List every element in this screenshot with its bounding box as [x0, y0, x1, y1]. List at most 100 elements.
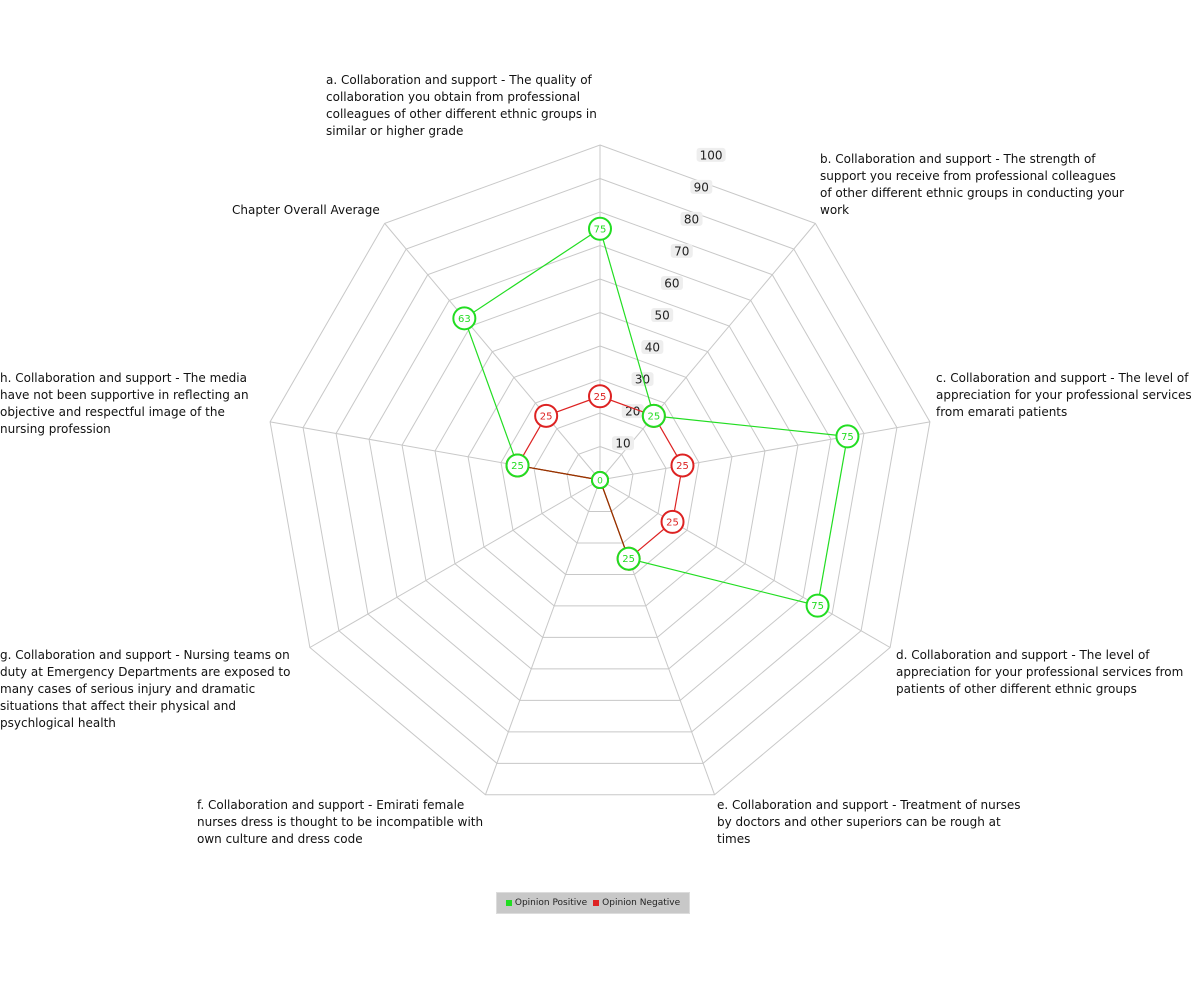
grid-ring-70: [368, 244, 832, 701]
tick-label-60: 60: [660, 275, 683, 290]
series-segment: [653, 415, 848, 437]
tick-label-bg: [611, 436, 634, 451]
tick-label-bg: [621, 404, 644, 419]
tick-label-50: 50: [651, 307, 674, 322]
data-point-label: 75: [594, 224, 607, 235]
grid-ring-90: [302, 177, 898, 764]
data-point-label: 75: [811, 601, 824, 612]
data-point: 75: [588, 216, 612, 241]
radar-grid: [269, 144, 931, 796]
tick-label-text: 90: [694, 180, 709, 194]
grid-ring-80: [335, 211, 865, 733]
grid-ring-60: [401, 278, 799, 670]
data-point: 25: [641, 403, 666, 428]
legend-swatch-negative: [593, 900, 600, 906]
data-point-marker: [588, 384, 612, 409]
tick-label-text: 20: [625, 405, 640, 419]
data-point: 0: [591, 471, 609, 489]
data-point: 25: [670, 453, 695, 478]
tick-label-bg: [641, 340, 664, 355]
grid-spoke-3: [599, 479, 891, 648]
axis-label-h: h. Collaboration and support - The media…: [0, 371, 249, 436]
grid-ring-40: [467, 345, 733, 607]
data-point-marker: [452, 306, 477, 331]
data-point-label: 25: [647, 411, 660, 422]
data-point-marker: [588, 216, 612, 241]
grid-spoke-6: [309, 479, 601, 648]
tick-label-90: 90: [690, 179, 713, 194]
axis-label-a: a. Collaboration and support - The quali…: [326, 73, 597, 138]
tick-label-100: 100: [696, 147, 726, 162]
data-point-label: 25: [622, 554, 635, 565]
series-segment: [599, 228, 655, 417]
tick-label-bg: [651, 307, 674, 322]
axis-label-b: b. Collaboration and support - The stren…: [820, 152, 1125, 217]
tick-label-20: 20: [621, 404, 644, 419]
tick-label-bg: [670, 243, 693, 258]
tick-label-bg: [680, 211, 703, 226]
grid-ring-50: [434, 311, 766, 638]
series-segment: [816, 436, 849, 606]
tick-label-70: 70: [670, 243, 693, 258]
data-point-label: 25: [511, 461, 524, 472]
tick-label-text: 100: [700, 148, 723, 162]
tick-label-text: 40: [645, 341, 660, 355]
legend-label-positive: Opinion Positive: [514, 898, 588, 908]
series-segment: [464, 228, 601, 319]
data-point-label: 25: [540, 411, 553, 422]
data-point-label: 63: [458, 314, 471, 325]
tick-label-bg: [690, 179, 713, 194]
legend-item-negative[interactable]: Opinion Negative: [593, 898, 680, 908]
data-point-marker: [660, 509, 685, 534]
data-point-label: 25: [594, 392, 607, 403]
grid-ring-100: [269, 144, 931, 796]
grid-spoke-8: [384, 223, 601, 481]
data-point-label: 25: [666, 517, 679, 528]
data-point-marker: [670, 453, 695, 478]
data-point: 63: [452, 306, 477, 331]
grid-ring-10: [566, 445, 634, 512]
radial-tick-labels: 10 20 30 40 50 60 70 80 90 100: [611, 147, 726, 451]
tick-label-40: 40: [641, 340, 664, 355]
axis-label-e: e. Collaboration and support - Treatment…: [717, 798, 1021, 846]
tick-label-80: 80: [680, 211, 703, 226]
data-point: 25: [588, 384, 612, 409]
axis-label-g: g. Collaboration and support - Nursing t…: [0, 648, 291, 730]
tick-label-text: 10: [615, 437, 630, 451]
data-point: 25: [660, 509, 685, 534]
chart-legend: Opinion Positive Opinion Negative: [496, 892, 690, 914]
tick-label-text: 80: [684, 212, 699, 226]
tick-label-text: 70: [674, 244, 689, 258]
grid-ring-30: [500, 378, 700, 575]
data-point: 25: [534, 403, 559, 428]
data-point: 75: [805, 593, 830, 618]
markers-positive: 7525757525002563: [452, 216, 860, 618]
data-point-label: 75: [841, 432, 854, 443]
axis-label-d: d. Collaboration and support - The level…: [896, 648, 1184, 696]
tick-label-bg: [660, 275, 683, 290]
data-point: 75: [835, 424, 860, 449]
tick-label-text: 30: [635, 373, 650, 387]
data-point-marker: [505, 453, 530, 478]
legend-label-negative: Opinion Negative: [602, 898, 681, 908]
data-point: 25: [505, 453, 530, 478]
tick-label-text: 50: [655, 308, 670, 322]
series-segment: [628, 558, 818, 607]
legend-item-positive[interactable]: Opinion Positive: [505, 898, 588, 908]
data-point-label: 25: [676, 461, 689, 472]
series-positive: [463, 228, 849, 607]
data-point: 25: [616, 546, 641, 571]
data-point-marker: [616, 546, 641, 571]
series-segment: [463, 318, 519, 466]
data-point-marker: [591, 471, 609, 489]
axis-label-overall: Chapter Overall Average: [232, 203, 380, 217]
tick-label-10: 10: [611, 436, 634, 451]
tick-label-bg: [631, 372, 654, 387]
data-point-marker: [534, 403, 559, 428]
tick-label-text: 60: [664, 276, 679, 290]
grid-ring-20: [533, 412, 667, 544]
data-point-label: 0: [597, 477, 603, 487]
tick-label-bg: [696, 147, 726, 162]
grid-spoke-2: [599, 421, 930, 481]
